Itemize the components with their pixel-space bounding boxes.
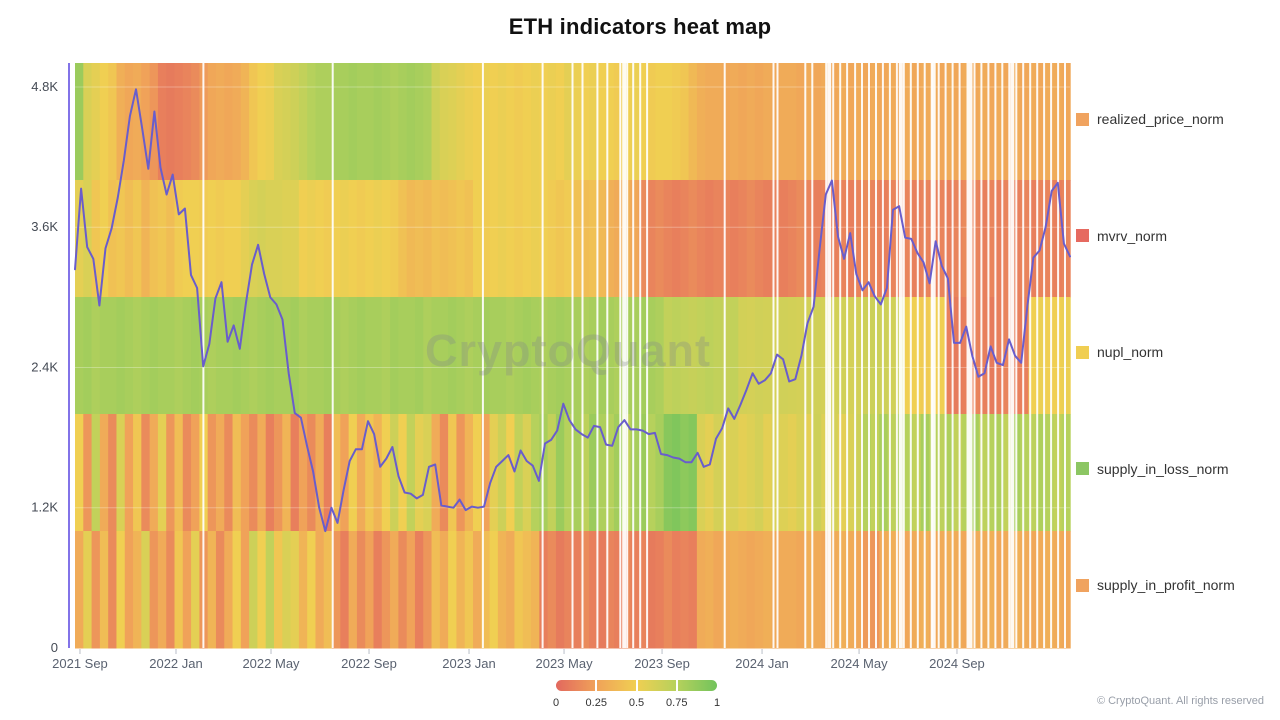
x-tick-label: 2023 Jan [442,656,496,671]
copyright-notice: © CryptoQuant. All rights reserved [1096,695,1264,707]
legend-item-mvrv_norm[interactable]: mvrv_norm [1076,228,1167,244]
legend-item-realized_price_norm[interactable]: realized_price_norm [1076,111,1224,127]
legend-swatch-icon [1076,578,1089,592]
y-tick-label: 2.4K [31,359,58,374]
legend-item-label: mvrv_norm [1097,227,1168,244]
legend-item-supply_in_loss_norm[interactable]: supply_in_loss_norm [1076,461,1229,477]
legend-item-nupl_norm[interactable]: nupl_norm [1076,344,1163,360]
x-tick-label: 2022 Jan [149,656,203,671]
x-tick-label: 2024 Jan [735,656,789,671]
colorbar-label: 0.25 [585,697,607,709]
y-axis-labels: 0 1.2K 2.4K 3.6K 4.8K [31,79,58,655]
price-line-group [74,88,1071,533]
x-tick-label: 2022 May [242,656,300,671]
legend-swatch-icon [1076,345,1089,359]
band-supply_in_loss_norm [75,414,1071,532]
legend-swatch-icon [1076,112,1089,126]
watermark: CryptoQuant [425,325,711,376]
x-tick-label: 2023 Sep [634,656,690,671]
legend-item-supply_in_profit_norm[interactable]: supply_in_profit_norm [1076,577,1235,593]
legend-swatch-icon [1076,462,1089,475]
y-tick-label: 4.8K [31,79,58,94]
legend-item-label: supply_in_loss_norm [1097,460,1229,477]
y-tick-label: 3.6K [31,219,58,234]
gap-lines [202,63,1066,648]
colorbar-gradient-track [556,680,717,691]
colorbar-separator [675,680,678,691]
y-tick-label: 1.2K [31,500,58,515]
legend-item-label: supply_in_profit_norm [1097,577,1235,593]
colorbar-label: 1 [713,697,721,709]
colorbar-label: 0.5 [628,697,645,709]
legend-item-label: nupl_norm [1097,344,1164,360]
x-tick-label: 2021 Sep [52,656,108,671]
colorbar-separator [595,680,598,691]
colorbar-label: 0.75 [666,697,688,709]
legend-item-label: realized_price_norm [1097,111,1224,127]
colorbar-separator [635,680,638,691]
colorbar-label: 0 [552,697,560,709]
x-tick-label: 2023 May [535,656,593,671]
x-tick-label: 2022 Sep [341,656,397,671]
colorbar: 0 0.25 0.5 0.75 1 [552,680,721,712]
x-axis-labels: 2021 Sep 2022 Jan 2022 May 2022 Sep 2023 Jan… [52,656,985,671]
x-tick-label: 2024 May [831,656,889,671]
price-line [74,88,1071,533]
x-axis-ticks [79,649,958,654]
legend-swatch-icon [1076,229,1089,242]
y-tick-label: 0 [51,640,58,655]
chart-title: ETH indicators heat map [508,14,772,39]
x-tick-label: 2024 Sep [929,656,985,671]
